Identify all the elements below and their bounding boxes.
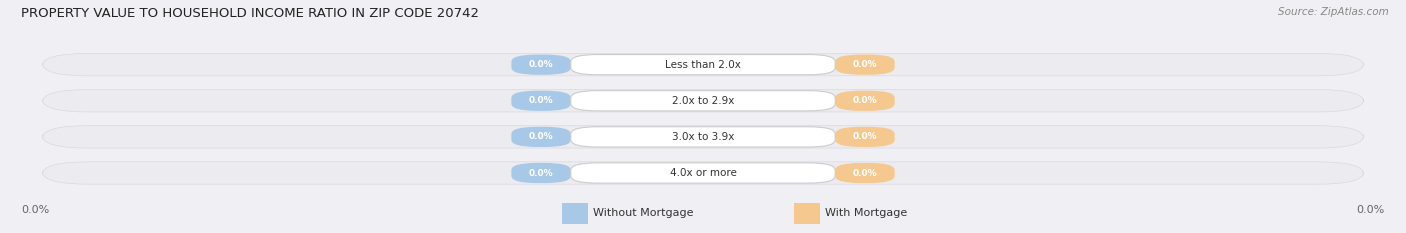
FancyBboxPatch shape: [571, 91, 835, 111]
Text: 4.0x or more: 4.0x or more: [669, 168, 737, 178]
Text: 0.0%: 0.0%: [529, 60, 554, 69]
Text: 0.0%: 0.0%: [852, 168, 877, 178]
FancyBboxPatch shape: [571, 127, 835, 147]
Text: Source: ZipAtlas.com: Source: ZipAtlas.com: [1278, 7, 1389, 17]
Text: 0.0%: 0.0%: [529, 168, 554, 178]
FancyBboxPatch shape: [512, 91, 571, 111]
FancyBboxPatch shape: [512, 163, 571, 183]
FancyBboxPatch shape: [42, 89, 1364, 112]
Text: 0.0%: 0.0%: [529, 132, 554, 141]
Text: 0.0%: 0.0%: [852, 132, 877, 141]
FancyBboxPatch shape: [42, 53, 1364, 76]
Text: 3.0x to 3.9x: 3.0x to 3.9x: [672, 132, 734, 142]
FancyBboxPatch shape: [835, 91, 894, 111]
FancyBboxPatch shape: [512, 55, 571, 75]
Text: 0.0%: 0.0%: [852, 60, 877, 69]
FancyBboxPatch shape: [835, 127, 894, 147]
FancyBboxPatch shape: [512, 127, 571, 147]
Text: Less than 2.0x: Less than 2.0x: [665, 60, 741, 70]
FancyBboxPatch shape: [42, 162, 1364, 184]
FancyBboxPatch shape: [571, 163, 835, 183]
Text: 0.0%: 0.0%: [21, 205, 49, 215]
FancyBboxPatch shape: [835, 55, 894, 75]
Text: 0.0%: 0.0%: [1357, 205, 1385, 215]
FancyBboxPatch shape: [835, 163, 894, 183]
Text: PROPERTY VALUE TO HOUSEHOLD INCOME RATIO IN ZIP CODE 20742: PROPERTY VALUE TO HOUSEHOLD INCOME RATIO…: [21, 7, 479, 20]
Text: With Mortgage: With Mortgage: [825, 208, 907, 218]
Text: 0.0%: 0.0%: [852, 96, 877, 105]
FancyBboxPatch shape: [571, 55, 835, 75]
FancyBboxPatch shape: [42, 126, 1364, 148]
Text: Without Mortgage: Without Mortgage: [593, 208, 693, 218]
Text: 2.0x to 2.9x: 2.0x to 2.9x: [672, 96, 734, 106]
Text: 0.0%: 0.0%: [529, 96, 554, 105]
